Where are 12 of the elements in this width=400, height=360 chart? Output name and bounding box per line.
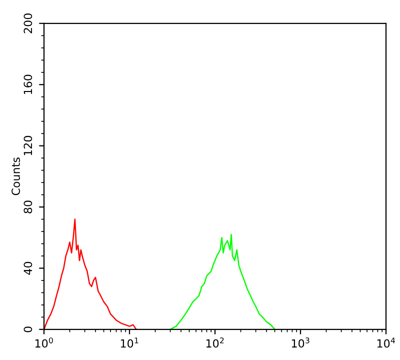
x-tick-label: 10$^{0}$ bbox=[35, 337, 53, 348]
y-tick-label: 80 bbox=[24, 200, 32, 214]
y-tick-label: 40 bbox=[24, 262, 32, 275]
x-tick-label: 10$^{2}$ bbox=[206, 337, 224, 348]
y-tick-label: 160 bbox=[24, 74, 32, 94]
x-tick-label: 10$^{3}$ bbox=[292, 337, 310, 348]
y-tick-label: 0 bbox=[24, 326, 32, 332]
y-tick-label: 120 bbox=[24, 136, 32, 156]
x-tick-label: 10$^{4}$ bbox=[377, 338, 395, 348]
y-axis-title: Counts bbox=[12, 158, 20, 196]
x-tick-label: 10$^{1}$ bbox=[120, 338, 138, 348]
y-tick-label: 200 bbox=[24, 14, 32, 34]
